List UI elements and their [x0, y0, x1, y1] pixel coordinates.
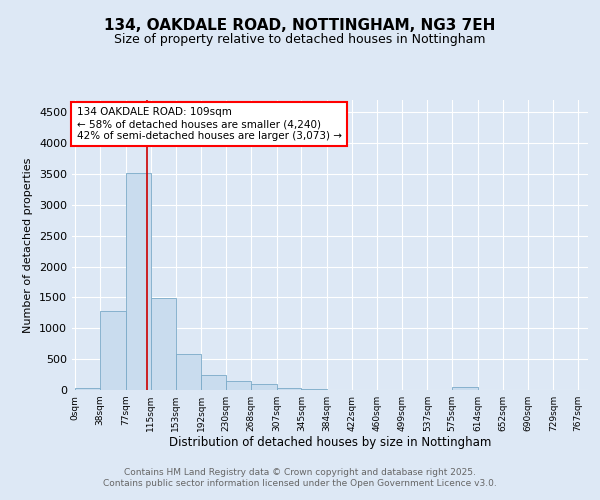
- Text: Distribution of detached houses by size in Nottingham: Distribution of detached houses by size …: [169, 436, 491, 449]
- Y-axis label: Number of detached properties: Number of detached properties: [23, 158, 34, 332]
- Bar: [100, 311, 126, 390]
- Bar: [151, 298, 176, 390]
- Bar: [251, 384, 277, 390]
- Bar: [226, 382, 251, 390]
- Bar: [277, 388, 301, 390]
- Bar: [126, 173, 151, 390]
- Bar: [75, 388, 100, 390]
- Text: 134, OAKDALE ROAD, NOTTINGHAM, NG3 7EH: 134, OAKDALE ROAD, NOTTINGHAM, NG3 7EH: [104, 18, 496, 32]
- Text: Contains HM Land Registry data © Crown copyright and database right 2025.
Contai: Contains HM Land Registry data © Crown c…: [103, 468, 497, 487]
- Text: Size of property relative to detached houses in Nottingham: Size of property relative to detached ho…: [114, 32, 486, 46]
- Bar: [201, 374, 226, 390]
- Bar: [176, 354, 201, 390]
- Bar: [452, 387, 478, 390]
- Text: 134 OAKDALE ROAD: 109sqm
← 58% of detached houses are smaller (4,240)
42% of sem: 134 OAKDALE ROAD: 109sqm ← 58% of detach…: [77, 108, 341, 140]
